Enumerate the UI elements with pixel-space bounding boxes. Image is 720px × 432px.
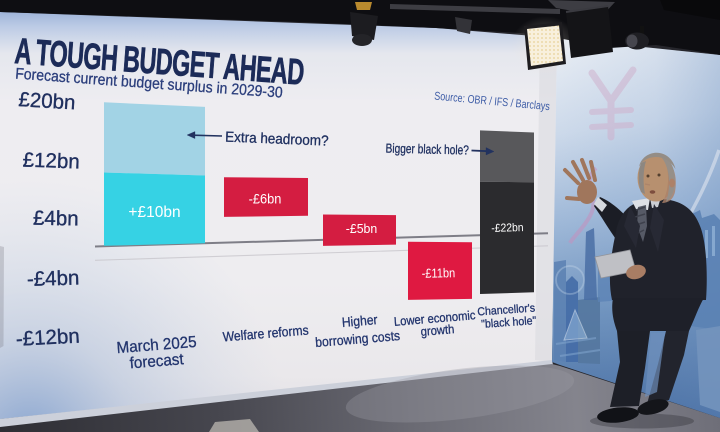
svg-text:Lower economic: Lower economic	[393, 308, 476, 329]
svg-text:forecast: forecast	[129, 351, 185, 373]
svg-text:-£22bn: -£22bn	[491, 222, 524, 235]
svg-text:Welfare reforms: Welfare reforms	[222, 322, 309, 345]
svg-text:"black hole": "black hole"	[481, 315, 537, 331]
svg-text:Chancellor's: Chancellor's	[477, 302, 536, 319]
svg-text:£20bn: £20bn	[18, 88, 76, 114]
svg-text:-£4bn: -£4bn	[27, 267, 80, 291]
svg-text:+£10bn: +£10bn	[128, 204, 180, 221]
svg-text:growth: growth	[420, 322, 455, 339]
svg-text:-£5bn: -£5bn	[346, 222, 378, 236]
svg-text:Bigger black hole?: Bigger black hole?	[385, 141, 469, 158]
svg-text:-£12bn: -£12bn	[15, 325, 80, 351]
svg-text:-£6bn: -£6bn	[249, 191, 282, 206]
svg-text:-£11bn: -£11bn	[422, 265, 456, 281]
svg-text:March 2025: March 2025	[116, 334, 198, 358]
svg-text:Extra headroom?: Extra headroom?	[225, 128, 329, 149]
svg-text:Higher: Higher	[341, 311, 379, 330]
svg-text:£4bn: £4bn	[33, 207, 79, 231]
svg-text:£12bn: £12bn	[22, 149, 80, 174]
svg-text:borrowing costs: borrowing costs	[315, 327, 401, 350]
